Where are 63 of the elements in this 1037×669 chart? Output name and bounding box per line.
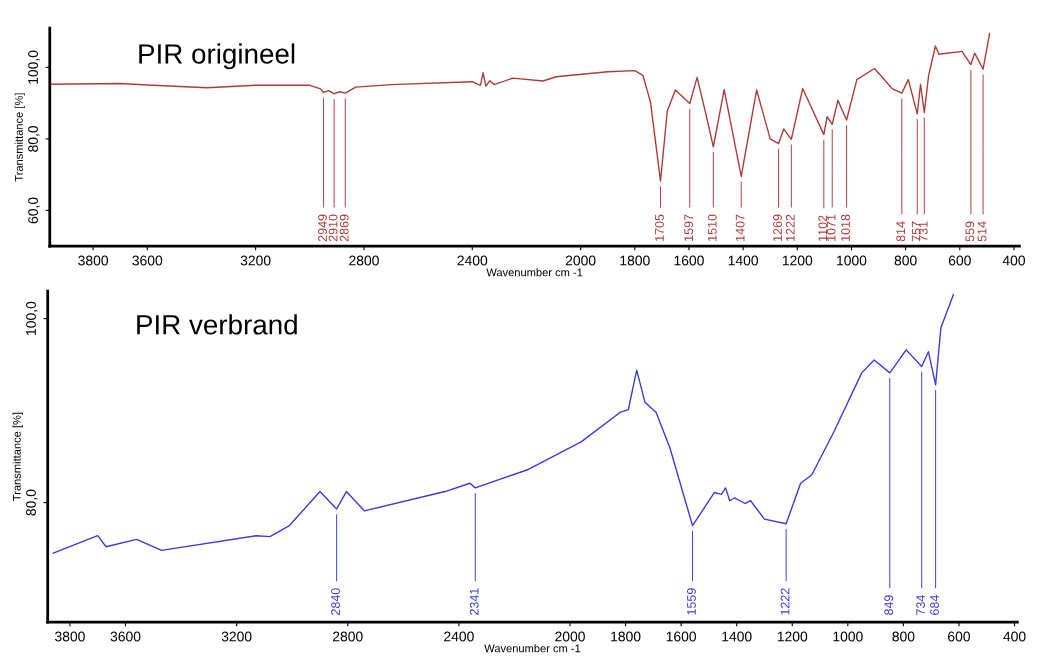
- x-tick-label: 3800: [55, 631, 85, 642]
- x-tick-label: 1400: [722, 631, 752, 642]
- annotation: 1222: [785, 214, 795, 241]
- x-tick-label: 600: [948, 631, 970, 642]
- y-tick-label: 80,0: [28, 125, 40, 152]
- x-tick-label: 1600: [666, 631, 697, 642]
- x-tick-label: 2400: [444, 631, 474, 642]
- line-series: [52, 293, 955, 554]
- annotation: 1269: [773, 214, 782, 241]
- y-tick-label: 100,0: [28, 50, 40, 84]
- x-tick-label: 3800: [78, 255, 109, 266]
- y-tick-label: 80,0: [26, 489, 38, 516]
- x-tick-label: 400: [1002, 255, 1025, 266]
- x-tick-label: 800: [892, 631, 915, 642]
- x-tick-label: 600: [948, 255, 971, 266]
- annotation: 734: [916, 595, 926, 615]
- annotation: 1510: [707, 214, 717, 241]
- x-tick-label: 800: [894, 255, 917, 266]
- line-series: [49, 32, 991, 182]
- annotation: 1071: [826, 214, 836, 241]
- annotation: 684: [930, 595, 939, 615]
- x-axis-title: Wavenumber cm -1: [484, 644, 581, 653]
- x-tick-label: 1800: [611, 631, 641, 642]
- annotation: 1222: [780, 588, 790, 615]
- annotation: 1018: [841, 214, 850, 241]
- annotation: 1559: [687, 588, 696, 615]
- x-tick-label: 1800: [620, 255, 650, 266]
- annotation: 1705: [655, 214, 664, 241]
- text: PIR verbrand: [137, 314, 297, 335]
- annotation: 1407: [735, 214, 745, 241]
- y-axis-title: Transmittance [%]: [14, 93, 26, 182]
- annotation: 2840: [331, 588, 340, 615]
- x-tick-label: 1400: [728, 255, 759, 266]
- x-tick-label: 1200: [777, 631, 808, 642]
- x-tick-label: 1600: [674, 255, 704, 266]
- x-tick-label: 2000: [555, 631, 585, 642]
- annotation: 849: [884, 595, 894, 615]
- x-tick-label: 1000: [837, 255, 867, 266]
- annotation: 559: [965, 221, 975, 242]
- y-tick-label: 60,0: [28, 197, 40, 224]
- x-tick-label: 2800: [333, 631, 363, 642]
- y-axis-title: Transmittance [%]: [12, 412, 23, 501]
- x-tick-label: 3600: [132, 255, 163, 266]
- annotation: 514: [977, 221, 987, 242]
- annotation: 2910: [328, 214, 338, 242]
- x-tick-label: 1000: [833, 631, 863, 642]
- x-tick-label: 3600: [110, 631, 141, 642]
- annotation: 2949: [318, 214, 327, 242]
- annotation: 1102: [818, 215, 828, 241]
- annotation: 2341: [469, 588, 479, 615]
- x-axis-title: Wavenumber cm -1: [486, 268, 583, 277]
- x-tick-label: 2000: [565, 255, 596, 266]
- x-tick-label: 400: [1003, 631, 1026, 642]
- x-tick-label: 3200: [221, 631, 252, 642]
- y-tick-label: 100,0: [26, 301, 38, 335]
- text: PIR origineel: [139, 43, 295, 70]
- annotation: 814: [896, 221, 906, 242]
- x-tick-label: 2400: [457, 255, 488, 266]
- annotation: 2869: [339, 214, 349, 242]
- x-tick-label: 2800: [349, 255, 379, 266]
- x-tick-label: 3200: [240, 255, 271, 266]
- annotation: 1597: [684, 214, 694, 241]
- x-tick-label: 1200: [782, 255, 813, 266]
